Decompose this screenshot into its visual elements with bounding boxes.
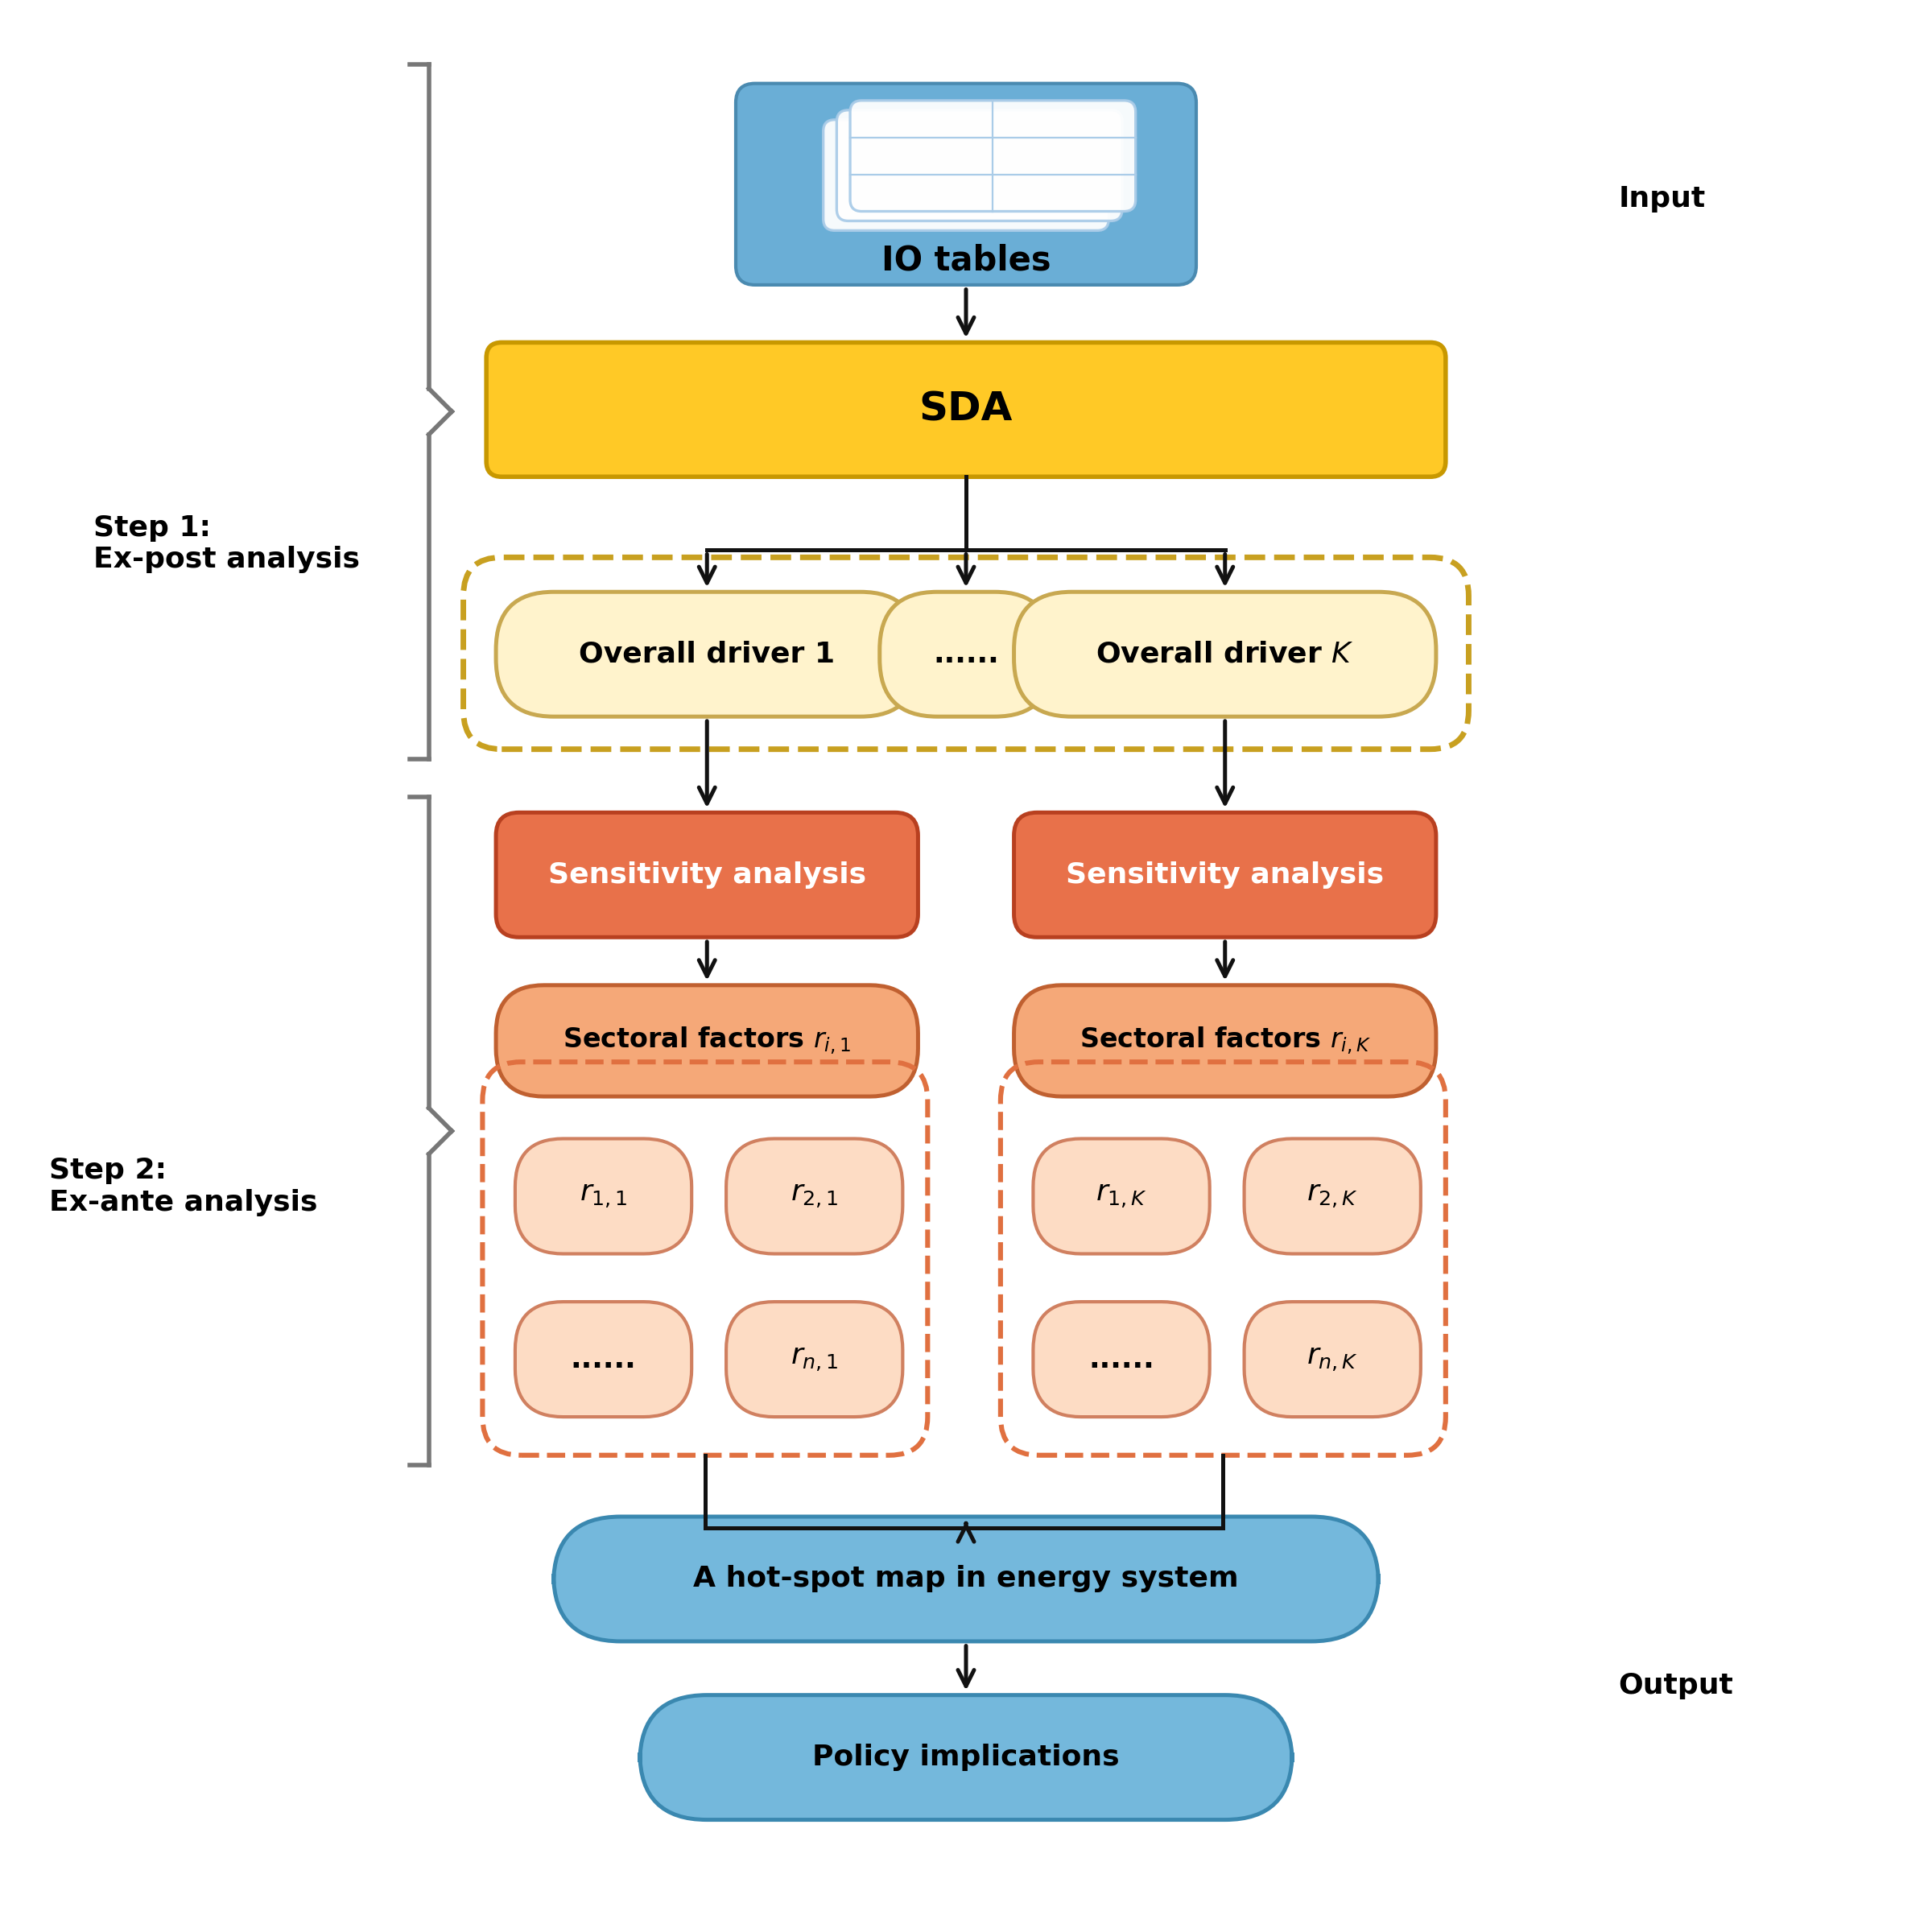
Text: Sensitivity analysis: Sensitivity analysis <box>1066 862 1383 889</box>
Text: $\mathit{r}_{n,1}$: $\mathit{r}_{n,1}$ <box>790 1345 838 1374</box>
Text: ......: ...... <box>1088 1345 1153 1374</box>
Text: Sectoral factors $\mathit{r}_{i,1}$: Sectoral factors $\mathit{r}_{i,1}$ <box>562 1026 850 1057</box>
FancyBboxPatch shape <box>879 591 1053 717</box>
Text: IO tables: IO tables <box>881 243 1051 278</box>
FancyBboxPatch shape <box>497 985 918 1097</box>
FancyBboxPatch shape <box>1014 985 1435 1097</box>
FancyBboxPatch shape <box>850 100 1136 211</box>
FancyBboxPatch shape <box>726 1138 902 1254</box>
Text: Sensitivity analysis: Sensitivity analysis <box>549 862 866 889</box>
Text: $\mathit{r}_{2,K}$: $\mathit{r}_{2,K}$ <box>1306 1182 1358 1209</box>
FancyBboxPatch shape <box>1034 1302 1209 1416</box>
FancyBboxPatch shape <box>736 83 1196 284</box>
Text: $\mathit{r}_{1,K}$: $\mathit{r}_{1,K}$ <box>1095 1182 1148 1209</box>
Text: $\mathit{r}_{2,1}$: $\mathit{r}_{2,1}$ <box>790 1182 838 1209</box>
Text: A hot-spot map in energy system: A hot-spot map in energy system <box>694 1565 1238 1592</box>
FancyBboxPatch shape <box>1244 1138 1420 1254</box>
Text: SDA: SDA <box>920 390 1012 429</box>
Text: Overall driver 1: Overall driver 1 <box>580 641 835 668</box>
FancyBboxPatch shape <box>497 591 918 717</box>
Text: ......: ...... <box>933 641 999 668</box>
FancyBboxPatch shape <box>837 110 1122 220</box>
FancyBboxPatch shape <box>1244 1302 1420 1416</box>
FancyBboxPatch shape <box>1014 813 1435 937</box>
Text: Step 2:
Ex-ante analysis: Step 2: Ex-ante analysis <box>48 1157 317 1215</box>
FancyBboxPatch shape <box>553 1517 1379 1642</box>
FancyBboxPatch shape <box>1014 591 1435 717</box>
Text: $\mathit{r}_{n,K}$: $\mathit{r}_{n,K}$ <box>1306 1345 1358 1374</box>
Text: Step 1:
Ex-post analysis: Step 1: Ex-post analysis <box>93 514 359 574</box>
FancyBboxPatch shape <box>1034 1138 1209 1254</box>
Text: Input: Input <box>1619 185 1706 213</box>
FancyBboxPatch shape <box>516 1302 692 1416</box>
FancyBboxPatch shape <box>497 813 918 937</box>
FancyBboxPatch shape <box>516 1138 692 1254</box>
Text: Sectoral factors $\mathit{r}_{i,K}$: Sectoral factors $\mathit{r}_{i,K}$ <box>1080 1026 1370 1057</box>
FancyBboxPatch shape <box>823 120 1109 230</box>
FancyBboxPatch shape <box>639 1694 1293 1820</box>
Text: Overall driver $\mathit{K}$: Overall driver $\mathit{K}$ <box>1095 641 1354 668</box>
Text: $\mathit{r}_{1,1}$: $\mathit{r}_{1,1}$ <box>580 1182 628 1209</box>
Text: Policy implications: Policy implications <box>811 1745 1121 1772</box>
FancyBboxPatch shape <box>726 1302 902 1416</box>
Text: Output: Output <box>1619 1671 1733 1698</box>
Text: ......: ...... <box>570 1345 636 1374</box>
FancyBboxPatch shape <box>487 342 1445 477</box>
